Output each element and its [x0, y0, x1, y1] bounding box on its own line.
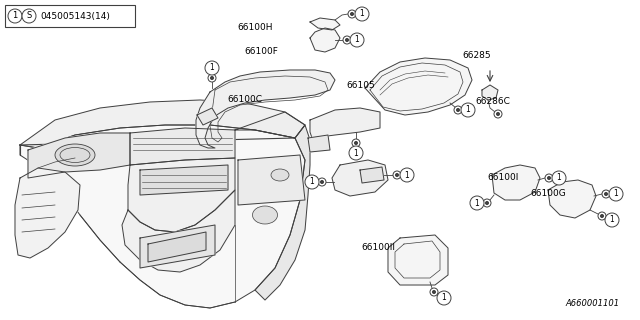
Polygon shape	[20, 125, 305, 308]
Circle shape	[22, 9, 36, 23]
Ellipse shape	[271, 169, 289, 181]
Ellipse shape	[253, 206, 278, 224]
Polygon shape	[492, 165, 540, 200]
Text: 66105: 66105	[346, 81, 375, 90]
Text: 66100C: 66100C	[227, 95, 262, 105]
Polygon shape	[20, 100, 305, 148]
Text: 1: 1	[557, 173, 561, 182]
Circle shape	[605, 213, 619, 227]
Circle shape	[321, 180, 323, 183]
Circle shape	[346, 38, 349, 42]
Polygon shape	[140, 225, 215, 268]
Text: 1: 1	[442, 293, 446, 302]
Polygon shape	[238, 155, 305, 205]
Circle shape	[547, 177, 550, 180]
Circle shape	[351, 12, 353, 15]
Polygon shape	[28, 133, 130, 178]
Circle shape	[483, 199, 491, 207]
Circle shape	[430, 288, 438, 296]
Circle shape	[456, 108, 460, 111]
Text: A660001101: A660001101	[566, 299, 620, 308]
Circle shape	[393, 171, 401, 179]
Circle shape	[602, 190, 610, 198]
Circle shape	[437, 291, 451, 305]
Text: 1: 1	[466, 106, 470, 115]
Text: 1: 1	[355, 36, 360, 44]
Circle shape	[552, 171, 566, 185]
Text: 045005143(14): 045005143(14)	[40, 12, 110, 20]
Ellipse shape	[55, 144, 95, 166]
Polygon shape	[130, 128, 235, 165]
Circle shape	[598, 212, 606, 220]
Circle shape	[396, 173, 399, 177]
Polygon shape	[140, 165, 228, 195]
Circle shape	[305, 175, 319, 189]
Polygon shape	[388, 235, 448, 285]
Circle shape	[352, 139, 360, 147]
Circle shape	[470, 196, 484, 210]
Polygon shape	[310, 108, 380, 138]
Circle shape	[355, 7, 369, 21]
Circle shape	[400, 168, 414, 182]
Circle shape	[349, 146, 363, 160]
Circle shape	[454, 106, 462, 114]
Text: 1: 1	[404, 171, 410, 180]
Text: 1: 1	[12, 12, 18, 20]
Circle shape	[494, 110, 502, 118]
Text: 1: 1	[354, 148, 358, 157]
Text: 66100H: 66100H	[237, 23, 273, 33]
Polygon shape	[235, 112, 305, 138]
Text: 66100II: 66100II	[361, 244, 395, 252]
Text: 1: 1	[614, 189, 618, 198]
Text: 66100F: 66100F	[244, 47, 278, 57]
Circle shape	[600, 214, 604, 218]
Circle shape	[609, 187, 623, 201]
Polygon shape	[148, 232, 206, 262]
Circle shape	[605, 193, 607, 196]
Circle shape	[205, 61, 219, 75]
Circle shape	[545, 174, 553, 182]
Circle shape	[8, 9, 22, 23]
Text: 66285: 66285	[462, 51, 491, 60]
Circle shape	[208, 74, 216, 82]
Polygon shape	[332, 160, 388, 196]
Text: 66100G: 66100G	[530, 188, 566, 197]
Polygon shape	[310, 18, 340, 30]
Polygon shape	[128, 158, 235, 232]
Polygon shape	[482, 85, 498, 100]
Polygon shape	[255, 125, 310, 300]
Text: 66100I: 66100I	[487, 173, 518, 182]
Polygon shape	[122, 190, 235, 272]
Polygon shape	[360, 167, 384, 183]
Bar	[5, 5, 135, 27]
Polygon shape	[15, 168, 80, 258]
Circle shape	[486, 202, 488, 204]
Polygon shape	[365, 58, 472, 115]
Polygon shape	[308, 135, 330, 152]
Polygon shape	[196, 70, 335, 148]
Circle shape	[348, 10, 356, 18]
Text: 1: 1	[310, 178, 314, 187]
Text: 1: 1	[210, 63, 214, 73]
Circle shape	[461, 103, 475, 117]
Polygon shape	[197, 108, 218, 125]
Text: 1: 1	[475, 198, 479, 207]
Circle shape	[343, 36, 351, 44]
Circle shape	[497, 113, 499, 116]
Circle shape	[433, 291, 435, 293]
Circle shape	[350, 33, 364, 47]
Circle shape	[355, 141, 358, 145]
Text: 1: 1	[610, 215, 614, 225]
Circle shape	[318, 178, 326, 186]
Polygon shape	[548, 180, 596, 218]
Text: 66286C: 66286C	[475, 98, 510, 107]
Text: 1: 1	[360, 10, 364, 19]
Circle shape	[211, 76, 214, 79]
Polygon shape	[310, 28, 340, 52]
Text: S: S	[26, 12, 31, 20]
